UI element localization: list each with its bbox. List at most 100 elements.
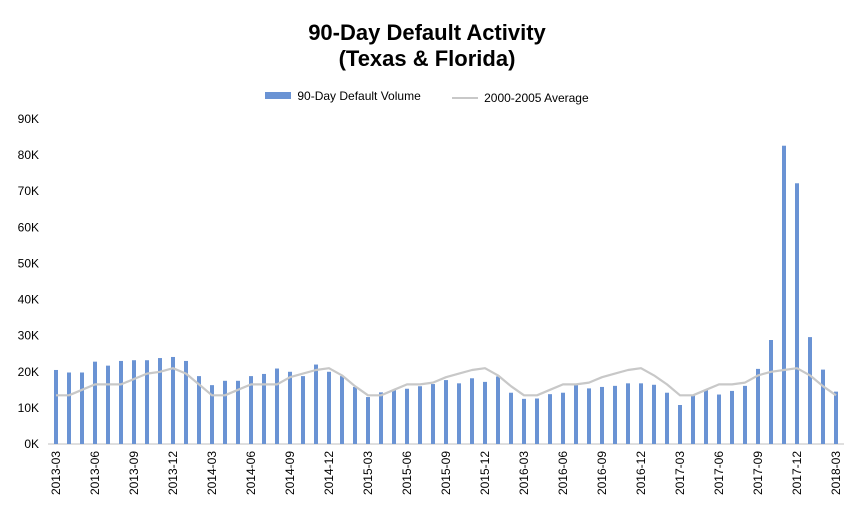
bar bbox=[756, 368, 760, 444]
bar bbox=[340, 376, 344, 444]
bar bbox=[509, 392, 513, 444]
bar bbox=[249, 376, 253, 444]
y-tick-label: 30K bbox=[18, 329, 39, 343]
bar bbox=[717, 394, 721, 444]
legend-swatch-line bbox=[452, 97, 479, 99]
bar bbox=[821, 369, 825, 444]
x-tick-label: 2016-12 bbox=[634, 451, 648, 495]
bar bbox=[626, 383, 630, 444]
x-tick-label: 2017-03 bbox=[673, 451, 687, 495]
bar bbox=[171, 356, 175, 444]
x-tick-label: 2017-12 bbox=[790, 451, 804, 495]
x-tick-label: 2014-06 bbox=[244, 451, 258, 495]
x-tick-label: 2016-06 bbox=[556, 451, 570, 495]
legend-item-average: 2000-2005 Average bbox=[452, 91, 589, 105]
bar bbox=[80, 372, 84, 444]
bar bbox=[613, 385, 617, 444]
bar bbox=[184, 360, 188, 444]
bar bbox=[431, 384, 435, 444]
bar bbox=[106, 365, 110, 444]
bar bbox=[470, 378, 474, 444]
bar bbox=[301, 376, 305, 444]
bar bbox=[275, 368, 279, 444]
bar bbox=[158, 358, 162, 444]
x-tick-label: 2015-12 bbox=[478, 451, 492, 495]
bar bbox=[639, 383, 643, 444]
x-tick-label: 2014-12 bbox=[322, 451, 336, 495]
bar bbox=[587, 388, 591, 444]
y-tick-label: 60K bbox=[18, 220, 39, 234]
bar bbox=[535, 398, 539, 444]
bar bbox=[366, 397, 370, 444]
bar bbox=[210, 385, 214, 444]
y-tick-label: 10K bbox=[18, 401, 39, 415]
x-tick-label: 2016-09 bbox=[595, 451, 609, 495]
bar bbox=[418, 386, 422, 444]
y-tick-label: 50K bbox=[18, 256, 39, 270]
bar bbox=[223, 380, 227, 444]
bar bbox=[704, 389, 708, 444]
bar bbox=[600, 386, 604, 444]
chart-legend: 90-Day Default Volume 2000-2005 Average bbox=[0, 88, 854, 105]
bar bbox=[522, 398, 526, 444]
chart-title-block: 90-Day Default Activity (Texas & Florida… bbox=[0, 20, 854, 72]
bar bbox=[93, 361, 97, 444]
bar bbox=[67, 372, 71, 444]
bar bbox=[678, 405, 682, 444]
average-line bbox=[56, 367, 837, 397]
bar bbox=[457, 383, 461, 444]
x-tick-label: 2018-03 bbox=[829, 451, 843, 495]
chart-subtitle: (Texas & Florida) bbox=[338, 46, 516, 71]
x-tick-label: 2015-09 bbox=[439, 451, 453, 495]
bar bbox=[132, 360, 136, 444]
y-tick-label: 80K bbox=[18, 148, 39, 162]
bar bbox=[730, 390, 734, 444]
bar bbox=[353, 386, 357, 444]
bar bbox=[262, 373, 266, 444]
y-tick-label: 90K bbox=[18, 112, 39, 126]
bar bbox=[327, 371, 331, 444]
bar bbox=[834, 391, 838, 444]
x-tick-label: 2014-03 bbox=[205, 451, 219, 495]
x-tick-label: 2013-06 bbox=[88, 451, 102, 495]
x-tick-label: 2013-12 bbox=[166, 451, 180, 495]
bar bbox=[795, 183, 799, 444]
x-tick-label: 2013-03 bbox=[49, 451, 63, 495]
bar bbox=[769, 340, 773, 444]
bar bbox=[314, 364, 318, 444]
chart-title: 90-Day Default Activity bbox=[308, 20, 546, 45]
bar bbox=[483, 381, 487, 444]
legend-label-default-volume: 90-Day Default Volume bbox=[297, 88, 421, 103]
x-tick-label: 2015-03 bbox=[361, 451, 375, 495]
bar bbox=[379, 392, 383, 444]
bar bbox=[444, 380, 448, 444]
bar bbox=[665, 392, 669, 444]
bar bbox=[808, 337, 812, 444]
bar bbox=[54, 369, 58, 444]
bar bbox=[119, 360, 123, 444]
x-tick-label: 2013-09 bbox=[127, 451, 141, 495]
legend-label-average: 2000-2005 Average bbox=[484, 91, 589, 105]
bar bbox=[197, 376, 201, 444]
bar bbox=[496, 376, 500, 444]
y-tick-label: 0K bbox=[24, 437, 39, 451]
bar bbox=[392, 389, 396, 444]
bar bbox=[405, 388, 409, 444]
x-tick-label: 2016-03 bbox=[517, 451, 531, 495]
bar bbox=[574, 384, 578, 444]
x-tick-label: 2017-09 bbox=[751, 451, 765, 495]
bar bbox=[145, 360, 149, 444]
legend-item-default-volume: 90-Day Default Volume bbox=[265, 88, 421, 103]
x-tick-label: 2015-06 bbox=[400, 451, 414, 495]
bar bbox=[652, 384, 656, 444]
x-tick-label: 2014-09 bbox=[283, 451, 297, 495]
bar bbox=[691, 395, 695, 444]
y-tick-label: 40K bbox=[18, 293, 39, 307]
bar bbox=[782, 145, 786, 444]
x-tick-label: 2017-06 bbox=[712, 451, 726, 495]
bar bbox=[236, 380, 240, 444]
bar bbox=[288, 371, 292, 444]
bar bbox=[743, 385, 747, 444]
y-tick-label: 20K bbox=[18, 365, 39, 379]
